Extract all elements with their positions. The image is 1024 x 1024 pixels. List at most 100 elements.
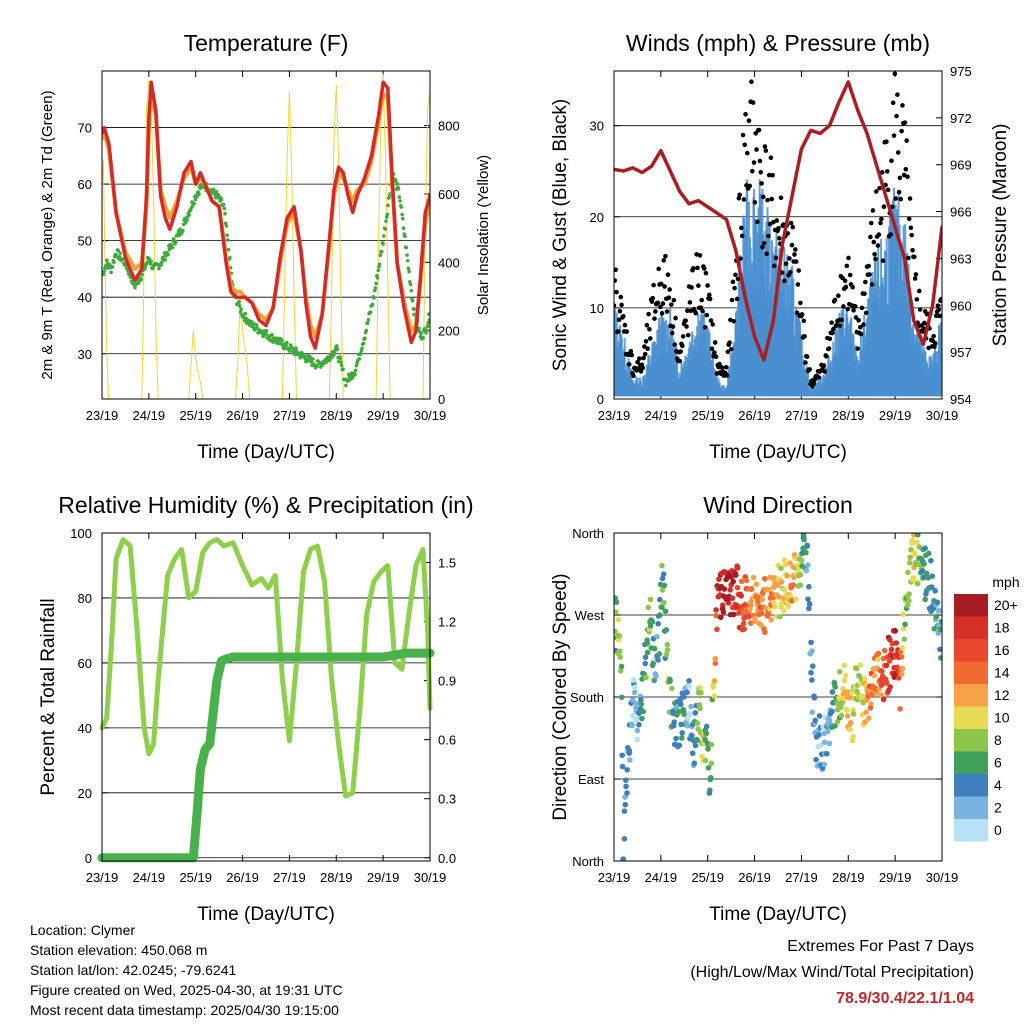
dewpoint-point (228, 256, 232, 260)
direction-point (816, 732, 822, 738)
direction-point (765, 586, 772, 593)
direction-point (679, 735, 685, 741)
direction-point (919, 568, 926, 574)
direction-point (675, 708, 682, 715)
y2-tick-label: 0.6 (438, 733, 456, 748)
y-axis-label-1: 2m & 9m T (Red, Orange) & 2m Td (Green) (39, 90, 56, 379)
dewpoint-point (226, 238, 230, 242)
extremes-subtitle: (High/Low/Max Wind/Total Precipitation) (690, 964, 974, 981)
direction-point (776, 594, 782, 600)
direction-point (714, 626, 720, 633)
gust-point (766, 172, 772, 178)
y-tick-label: 100 (70, 526, 92, 541)
dewpoint-point (109, 270, 113, 275)
dewpoint-point (167, 247, 172, 252)
gust-point (804, 354, 810, 359)
dewpoint-point (409, 288, 414, 293)
gust-point (673, 315, 678, 321)
dewpoint-point (219, 197, 224, 202)
direction-point (793, 596, 799, 602)
direction-point (670, 708, 676, 714)
direction-point (909, 540, 915, 546)
gust-point (641, 355, 646, 361)
direction-point (806, 605, 812, 612)
direction-point (657, 612, 663, 618)
direction-point (844, 713, 851, 719)
gust-point (619, 302, 624, 308)
gust-point (877, 185, 882, 191)
direction-point (689, 750, 696, 757)
direction-point (729, 595, 736, 601)
direction-point (707, 776, 714, 783)
direction-point (643, 674, 649, 681)
dewpoint-point (425, 324, 430, 328)
y-tick-label: East (578, 772, 604, 787)
direction-point (929, 573, 936, 579)
gust-point (890, 100, 896, 106)
direction-point (676, 742, 683, 749)
gust-point (677, 358, 683, 364)
legend-label: 12 (994, 687, 1010, 703)
gust-point (821, 363, 827, 368)
direction-point (914, 533, 921, 538)
gust-point (696, 283, 701, 288)
dewpoint-point (427, 312, 430, 316)
direction-point (847, 726, 853, 733)
gust-point (736, 195, 742, 201)
y2-tick-label: 972 (950, 111, 972, 126)
direction-point (900, 611, 907, 618)
direction-point (850, 734, 856, 740)
direction-point (617, 648, 623, 654)
dewpoint-point (185, 218, 189, 222)
y-axis-label-3: Percent & Total Rainfall (38, 598, 59, 795)
gust-point (832, 297, 838, 303)
wind-series (614, 71, 942, 397)
gust-point (857, 324, 863, 330)
direction-point (841, 677, 848, 684)
gust-point (708, 318, 714, 323)
direction-point (862, 719, 868, 725)
direction-point (708, 741, 715, 748)
direction-point (880, 696, 887, 703)
gust-point (862, 291, 867, 297)
gust-point (796, 268, 802, 273)
gust-point (774, 218, 780, 223)
dewpoint-point (396, 186, 401, 191)
gust-point (936, 307, 942, 312)
gust-point (873, 256, 878, 262)
y2-tick-label: 1.5 (438, 556, 456, 571)
x-tick-label: 29/19 (879, 408, 912, 423)
gust-point (811, 381, 817, 386)
dewpoint-point (427, 318, 430, 322)
dewpoint-point (365, 321, 370, 326)
gust-point (723, 364, 729, 370)
gust-point (662, 284, 667, 289)
gust-point (898, 196, 904, 202)
direction-point (745, 613, 752, 620)
dewpoint-point (363, 336, 367, 340)
direction-point (664, 641, 671, 648)
direction-point (866, 715, 872, 721)
direction-point (664, 647, 671, 653)
direction-point (614, 628, 618, 635)
precipitation-line (97, 648, 435, 863)
x-tick-label: 30/19 (926, 408, 959, 423)
dewpoint-point (181, 228, 185, 233)
gust-point (749, 79, 754, 85)
dewpoint-point (118, 251, 123, 255)
y2-tick-label: 954 (950, 392, 972, 407)
gust-point (894, 113, 899, 119)
gust-point (712, 350, 717, 355)
direction-point (928, 557, 934, 564)
gust-point (644, 322, 650, 328)
gust-point (798, 300, 803, 306)
dewpoint-point (200, 185, 204, 189)
direction-point (899, 645, 906, 651)
direction-point (684, 689, 690, 696)
gust-point (899, 128, 904, 134)
direction-point (712, 660, 719, 667)
direction-point (653, 673, 659, 680)
direction-point (743, 577, 750, 584)
gust-point (895, 150, 901, 155)
gust-point (909, 232, 915, 238)
